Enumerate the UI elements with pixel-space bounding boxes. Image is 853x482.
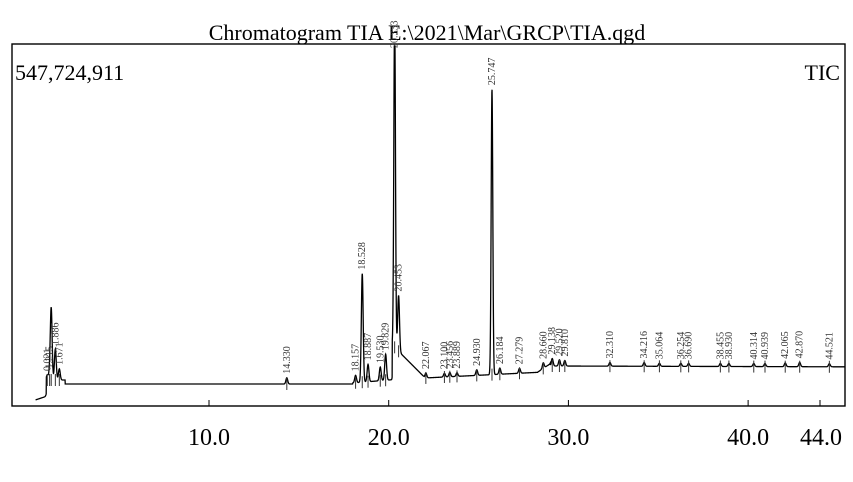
peak-label-34: 42.065 [780,331,791,359]
peak-label-20: 27.279 [515,337,526,365]
peak-label-12: 20.453 [394,264,405,292]
trace-layer [35,45,845,401]
tic-trace-line [35,45,845,401]
peak-label-11: 20.333 [390,21,401,49]
peak-label-7: 18.528 [357,242,368,270]
peak-label-9: 19.530 [375,336,386,364]
x-tick-label-1: 20.0 [368,425,410,451]
peak-label-24: 29.810 [560,329,571,357]
peak-label-28: 36.254 [676,332,687,360]
x-tick-label-0: 10.0 [188,425,230,451]
peak-label-5: 14.330 [282,346,293,374]
x-tick-label-2: 30.0 [547,425,589,451]
peak-label-31: 38.930 [724,332,735,360]
peak-label-3: 1.886 [50,322,61,345]
peak-label-15: 23.456 [445,341,456,369]
peak-label-17: 24.930 [472,338,483,366]
peak-label-32: 40.314 [749,332,760,360]
peak-label-4: 1.671 [54,342,65,365]
peak-label-18: 25.747 [487,58,498,86]
peak-label-30: 38.455 [715,332,726,360]
peak-label-36: 44.521 [824,332,835,360]
peak-label-19: 26.184 [495,337,506,365]
x-tick-label-4: 44.0 [800,425,842,451]
peak-label-8: 18.887 [363,333,374,361]
peak-label-29: 36.690 [684,332,695,360]
max-intensity-label: 547,724,911 [15,60,124,85]
x-axis-unit-label: min [812,0,846,5]
chart-title: Chromatogram TIA E:\2021\Mar\GRCP\TIA.qg… [209,20,646,45]
peak-label-27: 35.064 [654,332,665,360]
peak-label-16: 23.889 [452,341,463,369]
peak-label-6: 18.157 [351,344,362,372]
peak-label-35: 42.870 [795,331,806,359]
peak-label-23: 29.520 [554,328,565,356]
peak-label-22: 29.138 [547,327,558,355]
peak-label-10: 19.829 [381,323,392,351]
x-tick-label-3: 40.0 [727,425,769,451]
peak-label-14: 23.100 [439,342,450,370]
peak-label-33: 40.939 [760,332,771,360]
x-axis-ticks: 10.0 20.0 30.0 40.0 44.0 [188,400,842,451]
peak-label-25: 32.310 [605,331,616,359]
peak-label-0: 0.021 [42,349,53,372]
peak-label-1: 1.215 [45,346,56,369]
peak-label-13: 22.067 [421,341,432,369]
plot-frame [11,43,846,407]
peak-label-26: 34.216 [639,331,650,359]
signal-label: TIC [805,60,840,85]
peak-label-21: 28.660 [538,331,549,359]
